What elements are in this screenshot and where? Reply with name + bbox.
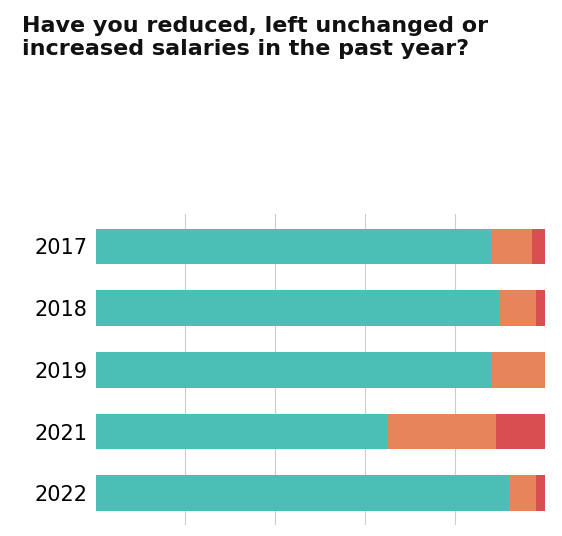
Bar (491, 228, 532, 264)
Bar (532, 228, 545, 264)
Bar (536, 290, 545, 326)
Bar (496, 414, 545, 450)
Bar (96, 290, 500, 326)
Bar (96, 352, 491, 388)
Bar (96, 414, 388, 450)
Bar (491, 352, 545, 388)
Text: Have you reduced, left unchanged or
increased salaries in the past year?: Have you reduced, left unchanged or incr… (22, 16, 488, 59)
Bar (536, 475, 545, 511)
Bar (96, 475, 509, 511)
Bar (500, 290, 536, 326)
Bar (96, 228, 491, 264)
Bar (509, 475, 536, 511)
Bar (388, 414, 496, 450)
